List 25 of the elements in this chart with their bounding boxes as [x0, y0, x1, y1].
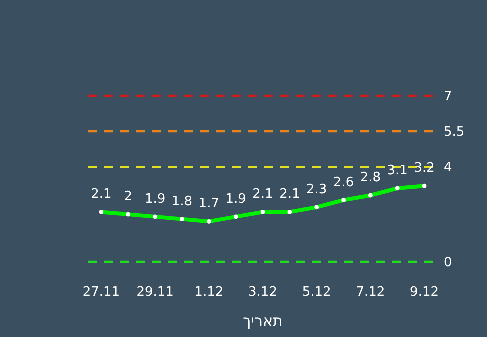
x-tick-label: 27.11 — [82, 285, 120, 300]
data-label: 1.9 — [226, 192, 246, 207]
x-tick-label: 5.12 — [302, 285, 332, 300]
data-label: 2.8 — [360, 170, 382, 186]
data-label: 1.8 — [172, 194, 193, 210]
data-label: 3.2 — [414, 161, 435, 176]
x-tick-label: 7.12 — [356, 285, 386, 300]
data-label: 2.3 — [306, 182, 328, 198]
data-label: 2.6 — [333, 175, 354, 190]
data-label: 3.1 — [387, 163, 408, 178]
x-tick-label: 1.12 — [194, 285, 224, 300]
ref-line-label: 4 — [444, 160, 452, 176]
data-label: 2.1 — [91, 187, 112, 202]
data-label: 1.7 — [198, 196, 220, 212]
x-axis-title: תאריך — [243, 312, 283, 330]
ref-line-label: 7 — [444, 90, 452, 104]
data-label: 2.1 — [252, 187, 274, 202]
x-tick-label: 29.11 — [136, 285, 174, 300]
data-label: 2 — [124, 190, 133, 205]
ref-line-label: 0 — [444, 256, 452, 270]
data-label: 1.9 — [144, 192, 166, 207]
x-tick-label: 3.12 — [248, 285, 278, 300]
data-label: 2.1 — [280, 187, 300, 202]
ref-line-label: 5.5 — [444, 125, 465, 140]
x-tick-label: 9.12 — [410, 285, 440, 300]
